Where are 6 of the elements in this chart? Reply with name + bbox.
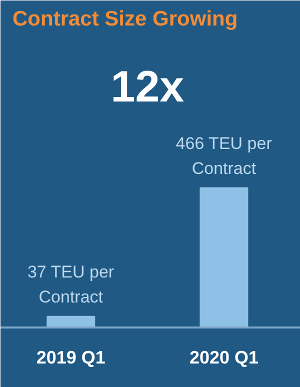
x-tick-label: 2020 Q1: [189, 348, 259, 368]
data-label: 37 TEU per Contract: [27, 262, 114, 306]
data-label: 466 TEU per Contract: [176, 134, 272, 178]
chart-title: Contract Size Growing: [12, 8, 238, 30]
text: 12x: [110, 62, 185, 112]
x-tick-label: 2019 Q1: [36, 348, 106, 368]
